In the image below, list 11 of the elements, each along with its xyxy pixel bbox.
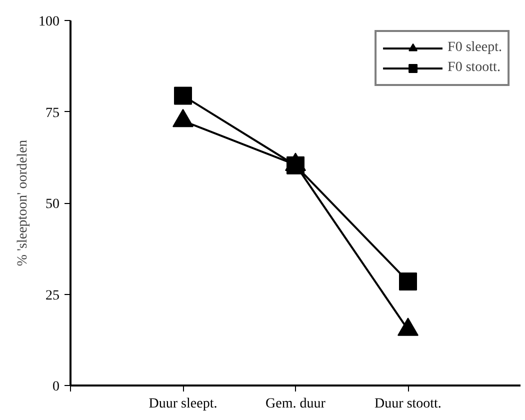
x-tick-label: Duur sleept. bbox=[148, 396, 218, 412]
y-tick-label: 50 bbox=[46, 197, 60, 212]
y-tick-label: 100 bbox=[38, 14, 60, 30]
legend-label: F0 stoott. bbox=[448, 60, 500, 76]
x-tick-label: Gem. duur bbox=[266, 396, 326, 412]
y-tick-label: 75 bbox=[46, 106, 60, 121]
x-tick-label: Duur stoott. bbox=[374, 396, 442, 412]
legend-label: F0 sleept. bbox=[448, 40, 502, 56]
y-tick-label: 25 bbox=[46, 288, 60, 304]
y-tick-label: 0 bbox=[52, 380, 60, 394]
y-axis-title: % 'sleeptoon' oordelen bbox=[16, 140, 30, 266]
